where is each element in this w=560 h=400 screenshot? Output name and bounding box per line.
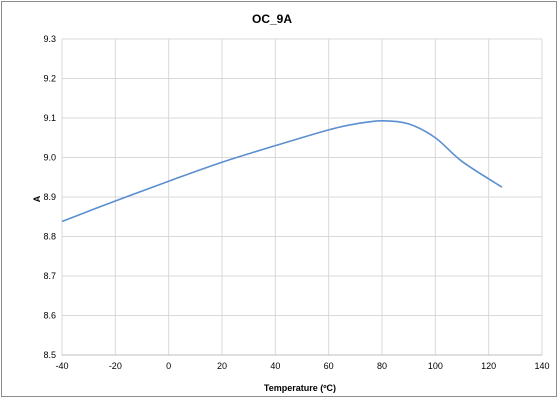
x-tick-label: -20	[109, 361, 122, 371]
y-tick-label: 9.3	[43, 34, 56, 44]
series-line	[61, 119, 503, 223]
y-tick-label: 9.0	[43, 153, 56, 163]
gridlines	[61, 38, 543, 356]
x-tick-label: 40	[270, 361, 280, 371]
y-axis-label: A	[32, 195, 42, 202]
chart-title: OC_9A	[252, 12, 292, 26]
x-tick-label: 0	[166, 361, 171, 371]
y-tick-label: 8.5	[43, 350, 56, 360]
y-tick-label: 8.7	[43, 271, 56, 281]
y-axis-ticks: 8.5 8.6 8.7 8.8 8.9 9.0 9.1 9.2 9.3	[43, 34, 56, 360]
x-tick-label: 80	[377, 361, 387, 371]
x-axis-label: Temperature (ºC)	[264, 383, 336, 393]
y-tick-label: 9.1	[43, 113, 56, 123]
x-tick-label: -40	[55, 361, 68, 371]
y-tick-label: 8.9	[43, 192, 56, 202]
x-tick-label: 100	[428, 361, 443, 371]
x-tick-label: 60	[324, 361, 334, 371]
series-group	[61, 119, 503, 223]
y-tick-label: 8.8	[43, 232, 56, 242]
x-tick-label: 20	[217, 361, 227, 371]
x-axis-ticks: -40 -20 0 20 40 60 80 100 120 140	[55, 361, 549, 371]
x-tick-label: 140	[534, 361, 549, 371]
y-tick-label: 8.6	[43, 311, 56, 321]
x-tick-label: 120	[481, 361, 496, 371]
y-tick-label: 9.2	[43, 74, 56, 84]
